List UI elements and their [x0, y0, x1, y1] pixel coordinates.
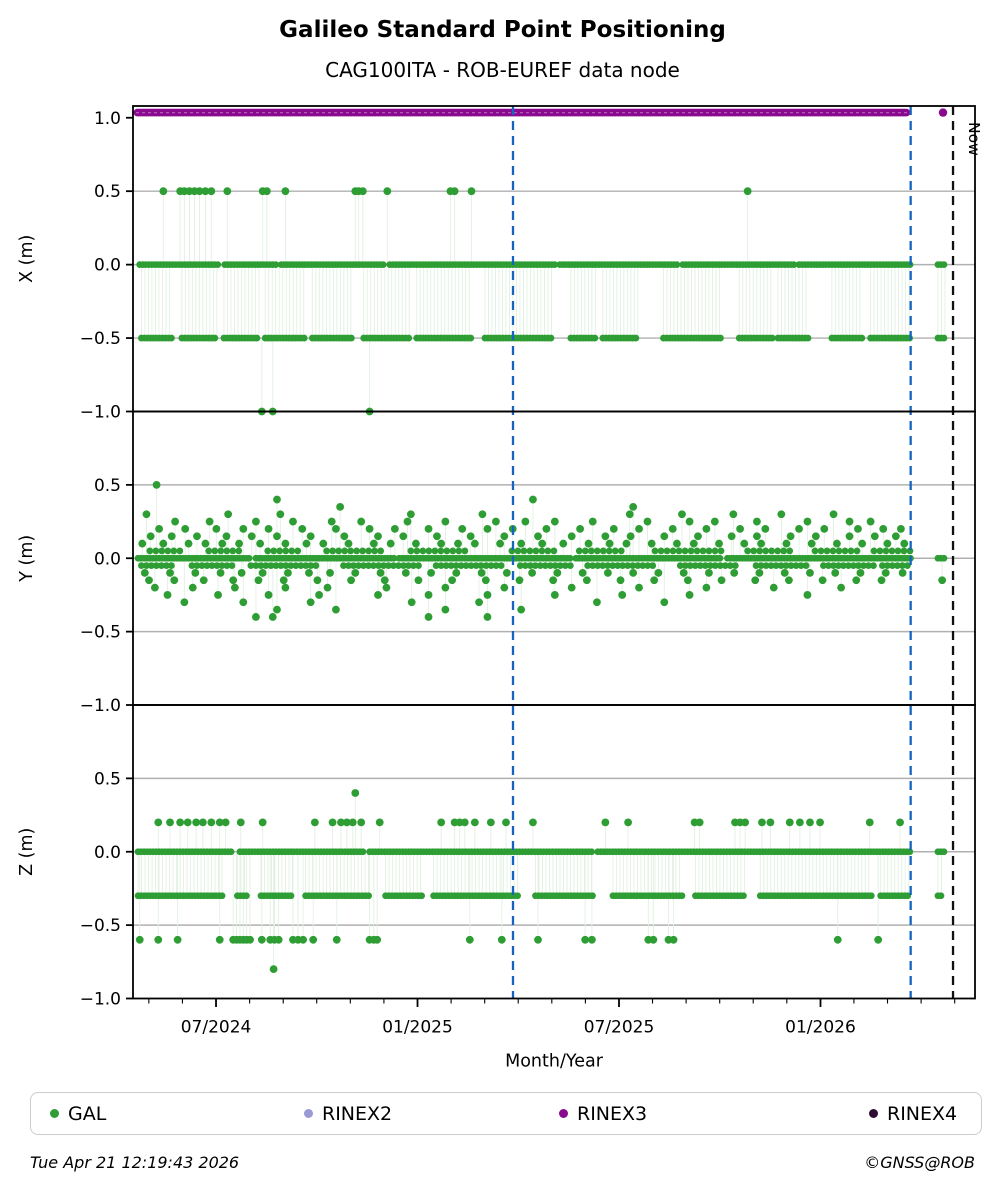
gal-points [269, 965, 278, 974]
y-tick-label: 0.5 [94, 476, 121, 496]
legend-item-rinex4: RINEX4 [869, 1093, 957, 1134]
credit-text: ©GNSS@ROB [864, 1153, 975, 1172]
gal-dense-row [146, 547, 914, 555]
panel-frame [132, 105, 976, 413]
legend-label: RINEX4 [887, 1102, 958, 1125]
y-tick-label: 1.0 [94, 109, 121, 129]
x-tick-label: 01/2025 [382, 1018, 453, 1038]
gal-dense-row [134, 554, 948, 562]
gal-points [135, 935, 883, 944]
legend-item-rinex3: RINEX3 [559, 1093, 647, 1134]
gal-points [180, 598, 669, 607]
gal-points [273, 605, 526, 614]
y-tick-label: 0.5 [94, 769, 121, 789]
y-tick-label: 0.5 [94, 182, 121, 202]
rinex4-dot-icon [869, 1109, 878, 1118]
y-tick-label: −1.0 [80, 990, 121, 1010]
gal-points [159, 187, 752, 196]
gal-points [336, 502, 638, 511]
gal-points [252, 613, 492, 621]
gal-points [163, 591, 812, 599]
panel-y [133, 480, 975, 633]
legend-box: GAL RINEX2 RINEX3 RINEX4 [30, 1092, 982, 1135]
rinex3-dot [938, 108, 948, 117]
x-tick-label: 07/2025 [584, 1018, 655, 1038]
y-tick-label: 0.0 [94, 549, 121, 569]
gal-dense-row [134, 892, 945, 900]
page-title: Galileo Standard Point Positioning [279, 17, 726, 43]
legend-label: GAL [68, 1102, 107, 1125]
gal-dense-row [138, 334, 948, 342]
legend-label: RINEX3 [577, 1102, 648, 1125]
y-tick-label: −1.0 [80, 696, 121, 716]
gal-points [154, 818, 904, 827]
gal-points [142, 510, 838, 519]
y-tick-label: −1.0 [80, 403, 121, 423]
gal-points [140, 569, 907, 577]
gal-points [155, 525, 905, 533]
panel-z [133, 777, 975, 974]
gal-points [273, 495, 537, 504]
now-label: Now [965, 122, 983, 156]
stems [137, 793, 942, 970]
y-axis-title: X (m) [17, 235, 37, 283]
gal-points [152, 480, 161, 489]
legend-label: RINEX2 [322, 1102, 393, 1125]
y-tick-label: −0.5 [80, 329, 121, 349]
x-tick-label: 01/2026 [785, 1018, 856, 1038]
y-axis-title: Y (m) [17, 535, 37, 583]
y-tick-label: −0.5 [80, 623, 121, 643]
gal-dense-row [134, 848, 948, 856]
panel-x [133, 108, 975, 416]
plot-area: Now 1.0 0.5 0.0 −0.5 −1.0 X (m) 0.5 0.0 −0.5 −1.0 Y… [17, 105, 983, 1072]
gal-points [351, 789, 360, 797]
rinex2-dot-icon [304, 1109, 313, 1118]
gal-points [138, 539, 909, 548]
gal-points [145, 576, 947, 585]
gal-points [171, 517, 875, 526]
gal-dense-row [138, 562, 911, 569]
rinex3-dot-icon [559, 1109, 568, 1118]
timestamp-text: Tue Apr 21 12:19:43 2026 [30, 1153, 240, 1172]
gal-points [150, 583, 846, 592]
legend-item-gal: GAL [50, 1093, 106, 1134]
gal-dense-row [136, 261, 948, 269]
y-tick-label: 0.0 [94, 843, 121, 863]
stems [140, 191, 946, 412]
gal-dot-icon [50, 1109, 59, 1118]
gal-points [146, 532, 900, 541]
y-tick-label: 0.0 [94, 256, 121, 276]
x-axis-title: Month/Year [505, 1052, 604, 1072]
page-subtitle: CAG100ITA - ROB-EUREF data node [325, 58, 680, 82]
x-tick-label: 07/2024 [181, 1018, 252, 1038]
y-axis-title: Z (m) [17, 828, 37, 876]
legend-item-rinex2: RINEX2 [304, 1093, 392, 1134]
y-tick-label: −0.5 [80, 916, 121, 936]
